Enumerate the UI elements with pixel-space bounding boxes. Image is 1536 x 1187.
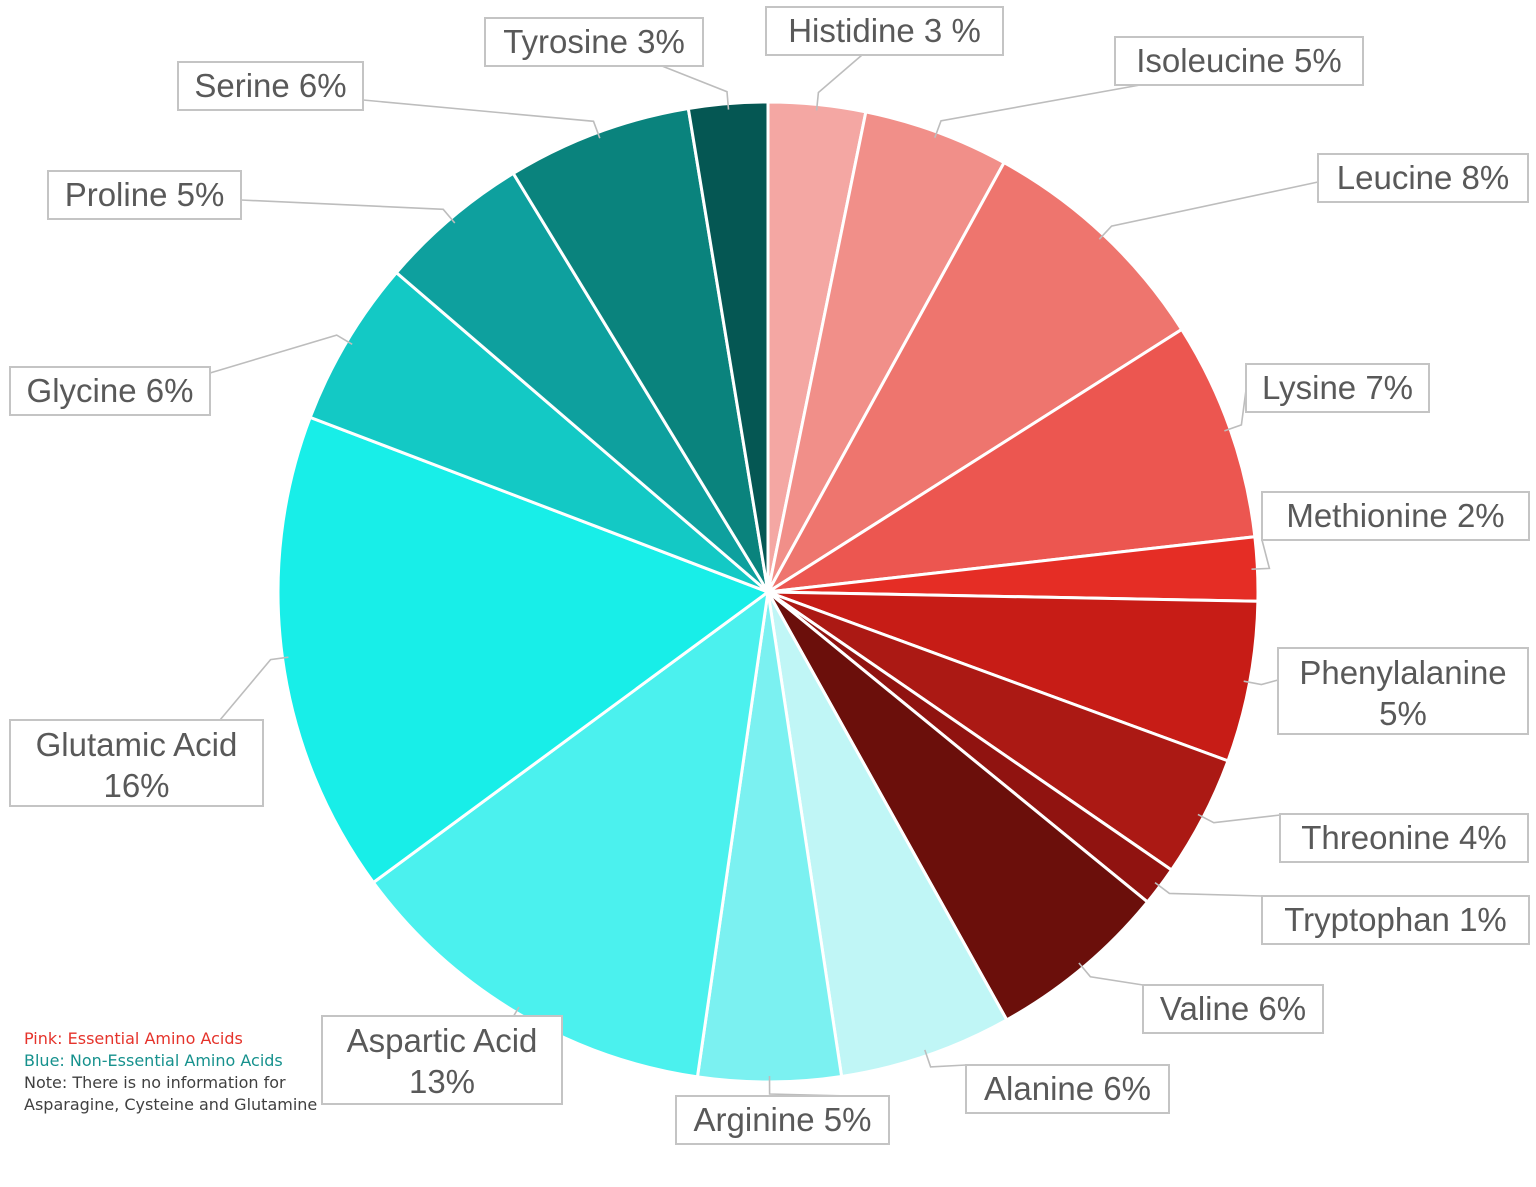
leader-line-histidine (815, 54, 863, 111)
leader-line-phenylalanine (1243, 679, 1279, 686)
data-label: Glycine 6% (27, 372, 194, 409)
label-box (1261, 491, 1530, 541)
data-label: Phenylalanine 5% (1299, 654, 1506, 732)
label-box (9, 366, 211, 416)
data-label: Alanine 6% (984, 1070, 1151, 1107)
slice-labels: Histidine 3 % Isoleucine 5% Leucine 8% Lysi… (9, 6, 1530, 1145)
data-label: Methionine 2% (1286, 497, 1504, 534)
label-methionine: Methionine 2% (1261, 491, 1530, 541)
legend-non-essential: Blue: Non-Essential Amino Acids (24, 1051, 283, 1070)
leader-line-glycine (209, 334, 353, 374)
legend-essential: Pink: Essential Amino Acids (24, 1029, 243, 1048)
label-box (47, 170, 242, 220)
label-tryptophan: Tryptophan 1% (1261, 895, 1530, 945)
label-valine: Valine 6% (1142, 984, 1324, 1034)
legend-note-text: Note: There is no information for Aspara… (24, 1073, 318, 1114)
leader-lines (209, 54, 1319, 1097)
label-leucine: Leucine 8% (1317, 153, 1529, 203)
label-box (9, 719, 264, 807)
label-histidine: Histidine 3 % (765, 6, 1004, 56)
data-label: Tryptophan 1% (1284, 901, 1507, 938)
label-glycine: Glycine 6% (9, 366, 211, 416)
data-label: Leucine 8% (1337, 159, 1509, 196)
data-label: Aspartic Acid 13% (347, 1022, 538, 1100)
data-label: Proline 5% (65, 176, 225, 213)
legend-note: Pink: Essential Amino Acids Blue: Non-Es… (24, 1028, 324, 1116)
leader-line-leucine (1098, 181, 1319, 240)
leader-line-tyrosine (661, 65, 730, 110)
data-label: Histidine 3 % (788, 12, 981, 49)
label-box (321, 1015, 563, 1105)
leader-line-threonine (1197, 813, 1281, 824)
label-threonine: Threonine 4% (1279, 813, 1529, 863)
data-label: Arginine 5% (694, 1101, 872, 1138)
data-label: Isoleucine 5% (1136, 42, 1341, 79)
pie-slices (276, 100, 1260, 1084)
leader-line-methionine (1251, 539, 1271, 570)
label-alanine: Alanine 6% (965, 1064, 1170, 1114)
data-label: Lysine 7% (1262, 369, 1413, 406)
label-box (484, 17, 704, 67)
label-box (1142, 984, 1324, 1034)
leader-line-valine (1078, 962, 1144, 986)
label-serine: Serine 6% (177, 61, 364, 111)
label-box (1245, 363, 1430, 413)
leader-line-proline (240, 199, 456, 224)
label-box (765, 6, 1004, 56)
label-box (1114, 36, 1364, 86)
label-box (1279, 813, 1529, 863)
data-label: Valine 6% (1160, 990, 1306, 1027)
label-arginine: Arginine 5% (675, 1095, 890, 1145)
data-label: Glutamic Acid 16% (36, 726, 238, 804)
data-label: Threonine 4% (1301, 819, 1506, 856)
leader-line-glutamic-acid (219, 656, 289, 721)
label-aspartic-acid: Aspartic Acid 13% (321, 1015, 563, 1105)
leader-line-alanine (924, 1049, 967, 1068)
leader-line-isoleucine (934, 84, 1141, 138)
label-box (965, 1064, 1170, 1114)
label-box (177, 61, 364, 111)
label-box (1277, 647, 1529, 735)
leader-line-lysine (1224, 389, 1247, 432)
leader-line-tryptophan (1154, 881, 1263, 897)
label-proline: Proline 5% (47, 170, 242, 220)
label-lysine: Lysine 7% (1245, 363, 1430, 413)
label-phenylalanine: Phenylalanine 5% (1277, 647, 1529, 735)
label-box (1317, 153, 1529, 203)
label-box (1261, 895, 1530, 945)
label-glutamic-acid: Glutamic Acid 16% (9, 719, 264, 807)
label-tyrosine: Tyrosine 3% (484, 17, 704, 67)
leader-line-serine (362, 99, 601, 139)
label-box (675, 1095, 890, 1145)
data-label: Serine 6% (194, 67, 346, 104)
label-isoleucine: Isoleucine 5% (1114, 36, 1364, 86)
data-label: Tyrosine 3% (503, 23, 685, 60)
